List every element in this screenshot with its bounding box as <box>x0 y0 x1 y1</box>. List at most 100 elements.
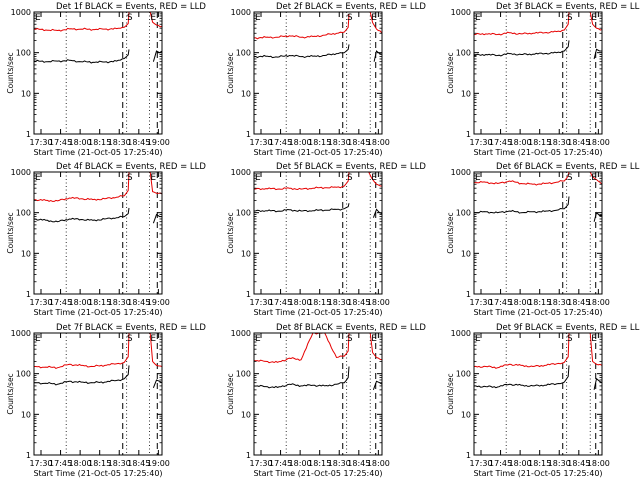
x-tick-label: 18:45 <box>567 459 590 468</box>
x-tick-label: 17:30 <box>249 459 272 468</box>
x-tick-label: 17:45 <box>269 298 292 307</box>
y-tick-label: 10 <box>21 89 31 98</box>
series-line-lld <box>473 332 570 369</box>
plot-frame <box>33 332 163 456</box>
plot-frame <box>473 11 603 135</box>
series-line-events-after- <box>152 50 163 62</box>
panel-title: Det 1f BLACK = Events, RED = LLD <box>56 2 206 12</box>
y-tick-label: 10 <box>461 89 471 98</box>
x-tick-label: 18:15 <box>88 298 111 307</box>
x-tick-label: 18:00 <box>367 459 390 468</box>
x-tick-label: 18:30 <box>328 298 351 307</box>
x-tick-label: 18:30 <box>108 298 131 307</box>
y-axis-label: Counts/sec <box>446 212 455 253</box>
y-tick-label: 10 <box>241 249 251 258</box>
x-tick-label: 18:45 <box>347 459 370 468</box>
plot-frame <box>473 332 603 456</box>
series-line-events-after- <box>152 379 163 388</box>
y-axis-label: Counts/sec <box>6 52 15 93</box>
y-tick-label: 100 <box>16 370 31 379</box>
y-tick-label: 1000 <box>11 329 31 338</box>
series-line-events <box>473 196 570 214</box>
series-line-lld <box>34 332 130 369</box>
x-tick-label: 17:45 <box>489 459 512 468</box>
y-tick-label: 100 <box>456 370 471 379</box>
marker-label: E <box>150 334 156 344</box>
x-tick-label: 18:00 <box>69 459 92 468</box>
y-tick-label: 1000 <box>11 168 31 177</box>
plot-frame <box>253 11 383 135</box>
y-tick-label: 1 <box>26 130 31 139</box>
marker-label: E <box>475 173 481 183</box>
y-tick-label: 10 <box>21 410 31 419</box>
y-tick-label: 100 <box>236 370 251 379</box>
panel-title: Det 7f BLACK = Events, RED = LLD <box>56 323 206 333</box>
x-tick-label: 17:45 <box>489 138 512 147</box>
x-tick-label: 18:15 <box>308 298 331 307</box>
y-tick-label: 1 <box>246 290 251 299</box>
marker-label: E <box>255 334 261 344</box>
x-tick-label: 18:15 <box>88 138 111 147</box>
y-axis-label: Counts/sec <box>226 212 235 253</box>
x-tick-label: 17:45 <box>269 459 292 468</box>
marker-label: S <box>347 334 353 344</box>
marker-label: E <box>475 334 481 344</box>
x-tick-label: 18:30 <box>328 138 351 147</box>
marker-label: E <box>591 173 597 183</box>
y-tick-label: 10 <box>241 410 251 419</box>
marker-label: E <box>35 334 41 344</box>
x-tick-label: 18:30 <box>548 298 571 307</box>
panel-title: Det 4f BLACK = Events, RED = LLD <box>56 162 206 172</box>
series-line-lld-after- <box>589 171 603 185</box>
marker-label: E <box>371 13 377 23</box>
series-line-lld-after- <box>369 332 383 361</box>
series-line-lld-after- <box>149 332 163 367</box>
x-tick-label: 17:30 <box>469 138 492 147</box>
y-tick-label: 1000 <box>451 168 471 177</box>
y-tick-label: 1 <box>466 130 471 139</box>
series-line-lld <box>473 11 570 36</box>
x-tick-label: 18:45 <box>347 298 370 307</box>
marker-label: E <box>35 173 41 183</box>
y-tick-label: 10 <box>241 89 251 98</box>
x-tick-label: 17:30 <box>469 459 492 468</box>
series-line-lld <box>253 171 350 191</box>
y-axis-label: Counts/sec <box>446 373 455 414</box>
series-line-lld <box>33 171 130 202</box>
series-line-events <box>34 365 130 386</box>
marker-label: E <box>255 173 261 183</box>
marker-label: E <box>475 13 481 23</box>
x-tick-label: 18:30 <box>108 459 131 468</box>
series-line-events <box>33 49 130 64</box>
x-tick-label: 17:30 <box>249 138 272 147</box>
x-tick-label: 18:00 <box>509 138 532 147</box>
x-axis-label: Start Time (21-Oct-05 17:25:40) <box>253 308 382 317</box>
marker-label: E <box>150 13 156 23</box>
marker-label: E <box>150 173 156 183</box>
plot-frame <box>253 332 383 456</box>
x-tick-label: 17:30 <box>249 298 272 307</box>
y-tick-label: 10 <box>461 410 471 419</box>
series-line-lld <box>474 171 570 186</box>
x-axis-label: Start Time (21-Oct-05 17:25:40) <box>473 148 602 157</box>
marker-label: E <box>371 334 377 344</box>
x-tick-label: 18:45 <box>127 298 150 307</box>
series-line-events <box>33 207 130 223</box>
marker-label: S <box>127 334 133 344</box>
y-tick-label: 100 <box>16 49 31 58</box>
x-tick-label: 18:45 <box>567 298 590 307</box>
x-tick-label: 18:15 <box>528 138 551 147</box>
x-tick-label: 17:30 <box>29 138 52 147</box>
y-tick-label: 100 <box>456 49 471 58</box>
marker-label: E <box>591 334 597 344</box>
x-tick-label: 18:45 <box>567 138 590 147</box>
x-tick-label: 18:30 <box>548 459 571 468</box>
panel-title: Det 3f BLACK = Events, RED = LLD <box>496 2 640 12</box>
x-tick-label: 17:45 <box>489 298 512 307</box>
y-axis-label: Counts/sec <box>6 212 15 253</box>
